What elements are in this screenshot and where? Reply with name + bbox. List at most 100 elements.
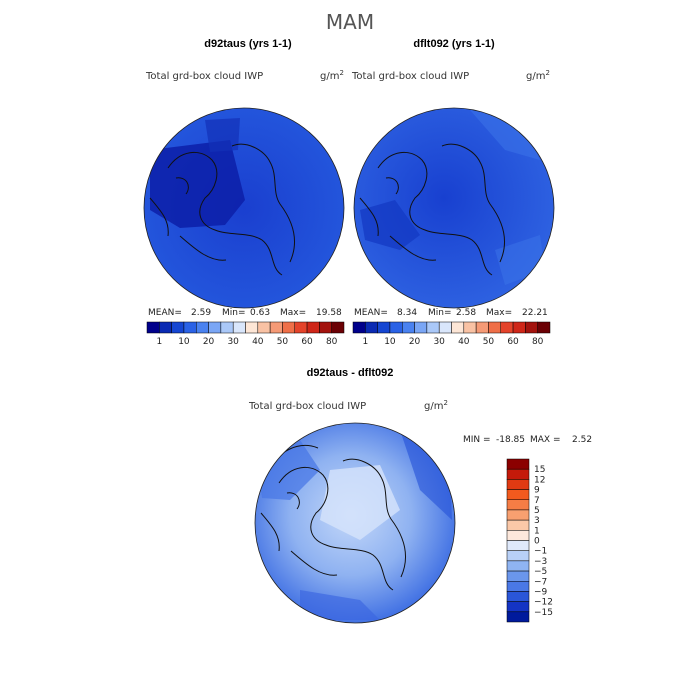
- panel-c-colorbar-swatch: [506, 611, 530, 623]
- panel-c-colorbar-swatch: [506, 601, 530, 613]
- panel-c-map: [255, 423, 455, 623]
- panel-a-colorbar-swatch: [306, 321, 320, 334]
- panel-c-colorbar-swatch: [506, 468, 530, 480]
- panel-a-stats: MEAN= 2.59 Min= 0.63 Max= 19.58: [148, 308, 342, 318]
- panel-a-colorbar-tick-label: 20: [203, 337, 215, 347]
- panel-b-colorbar-tick-label: 10: [384, 337, 396, 347]
- panel-b-colorbar-swatch: [463, 321, 477, 334]
- panel-a-colorbar-tick-label: 30: [227, 337, 239, 347]
- panel-a-min: 0.63: [250, 308, 270, 318]
- panel-b-units-exp: 2: [545, 69, 549, 77]
- panel-c-max: 2.52: [572, 435, 592, 445]
- panel-a-colorbar-swatch: [220, 321, 234, 334]
- panel-c-colorbar-tick-label: −7: [534, 577, 547, 587]
- panel-c-min-label: MIN =: [463, 435, 491, 445]
- season-title: MAM: [326, 10, 374, 34]
- panel-b-max: 22.21: [522, 308, 548, 318]
- panel-a-map-boundary: [143, 107, 345, 309]
- panel-c-colorbar-swatch: [506, 570, 530, 582]
- panel-a-colorbar-swatch: [257, 321, 271, 334]
- panel-c-colorbar-swatch: [506, 591, 530, 602]
- panel-c-colorbar-tick-label: −12: [534, 598, 553, 608]
- panel-c-colorbar-swatch: [506, 499, 530, 511]
- panel-b-colorbar-swatch: [426, 321, 440, 334]
- panel-d92taus: d92taus (yrs 1-1) Total grd-box cloud IW…: [143, 38, 345, 347]
- panel-a-colorbar-swatch: [171, 321, 185, 334]
- panel-b-colorbar-swatch: [451, 321, 465, 334]
- panel-c-stats: MIN = -18.85 MAX = 2.52: [463, 435, 592, 445]
- panel-c-colorbar-tick-label: 3: [534, 516, 540, 526]
- panel-b-colorbar-tick-label: 30: [433, 337, 445, 347]
- panel-b-min-label: Min=: [428, 308, 452, 318]
- panel-b-colorbar-tick-label: 40: [458, 337, 470, 347]
- panel-b-colorbar-swatch: [537, 321, 551, 334]
- panel-c-colorbar-swatch: [506, 458, 530, 470]
- panel-b-map-boundary: [353, 107, 555, 309]
- panel-b-colorbar: 1 10 20 30 40 50 60 80: [352, 321, 551, 347]
- panel-b-colorbar-tick-label: 1: [362, 337, 368, 347]
- panel-c-colorbar-tick-label: 15: [534, 465, 545, 475]
- panel-a-colorbar-tick-label: 60: [301, 337, 313, 347]
- panel-dflt092: dflt092 (yrs 1-1) Total grd-box cloud IW…: [351, 38, 555, 347]
- panel-a-colorbar-swatch: [196, 321, 209, 334]
- panel-a-units-exp: 2: [339, 69, 343, 77]
- panel-c-colorbar-tick-label: 12: [534, 475, 545, 485]
- panel-a-colorbar-tick-label: 80: [326, 337, 338, 347]
- panel-b-title: dflt092 (yrs 1-1): [413, 38, 495, 50]
- panel-a-map: [144, 108, 344, 308]
- panel-c-colorbar-swatch: [506, 509, 530, 521]
- panel-a-colorbar-swatch: [232, 321, 246, 334]
- panel-b-coastline: [359, 143, 506, 276]
- panel-b-colorbar-swatch: [414, 321, 428, 334]
- panel-c-field-label: Total grd-box cloud IWP: [248, 401, 366, 412]
- panel-a-colorbar-swatch: [245, 321, 259, 334]
- panel-c-colorbar-tick-label: 5: [534, 506, 540, 516]
- panel-b-field-label: Total grd-box cloud IWP: [351, 71, 469, 82]
- panel-a-mean-label: MEAN=: [148, 308, 182, 318]
- panel-c-units-exp: 2: [443, 399, 447, 407]
- panel-b-stats: MEAN= 8.34 Min= 2.58 Max= 22.21: [354, 308, 548, 318]
- panel-a-colorbar-tick-label: 40: [252, 337, 264, 347]
- panel-c-colorbar-tick-label: 0: [534, 537, 540, 547]
- panel-a-colorbar-tick-label: 1: [156, 337, 162, 347]
- panel-a-title: d92taus (yrs 1-1): [204, 38, 292, 50]
- panel-a-colorbar-swatch: [269, 321, 283, 334]
- panel-b-colorbar-swatch: [365, 321, 378, 334]
- panel-b-max-label: Max=: [486, 308, 512, 318]
- panel-a-colorbar-swatch: [208, 321, 222, 334]
- panel-a-units: g/m2: [320, 69, 344, 82]
- panel-a-max: 19.58: [316, 308, 342, 318]
- panel-c-coastline: [260, 444, 407, 591]
- panel-c-colorbar-tick-label: −9: [534, 587, 548, 597]
- panel-b-colorbar-swatch: [525, 321, 538, 334]
- panel-b-colorbar-swatch: [475, 321, 489, 334]
- panel-a-max-label: Max=: [280, 308, 306, 318]
- panel-b-mean: 8.34: [397, 308, 417, 318]
- panel-c-colorbar-swatch: [506, 530, 530, 541]
- panel-b-colorbar-swatch: [512, 321, 526, 334]
- panel-b-colorbar-swatch: [500, 321, 514, 334]
- panel-b-mean-label: MEAN=: [354, 308, 388, 318]
- panel-c-colorbar-swatch: [506, 550, 530, 562]
- panel-c-colorbar-swatch: [506, 540, 530, 551]
- panel-a-min-label: Min=: [222, 308, 246, 318]
- panel-c-colorbar-tick-label: 1: [534, 526, 540, 536]
- panel-difference: d92taus - dflt092 Total grd-box cloud IW…: [248, 367, 592, 624]
- panel-a-colorbar-swatch: [282, 321, 295, 334]
- panel-c-units: g/m2: [424, 399, 448, 412]
- panel-a-colorbar-swatch: [146, 321, 160, 334]
- panel-c-colorbar-swatch: [506, 581, 530, 592]
- panel-c-colorbar-tick-label: −15: [534, 608, 553, 618]
- panel-b-colorbar-tick-label: 50: [483, 337, 495, 347]
- panel-b-colorbar-swatch: [389, 321, 403, 334]
- panel-c-colorbar-tick-label: 9: [534, 486, 540, 496]
- panel-a-field-label: Total grd-box cloud IWP: [145, 71, 263, 82]
- panel-b-colorbar-tick-label: 80: [532, 337, 544, 347]
- panel-c-map-boundary: [254, 422, 456, 624]
- panel-b-min: 2.58: [456, 308, 476, 318]
- panel-a-coastline: [149, 143, 296, 276]
- panel-c-min: -18.85: [496, 435, 525, 445]
- panel-a-colorbar-swatch: [183, 321, 197, 334]
- panel-c-colorbar-tick-label: −5: [534, 567, 547, 577]
